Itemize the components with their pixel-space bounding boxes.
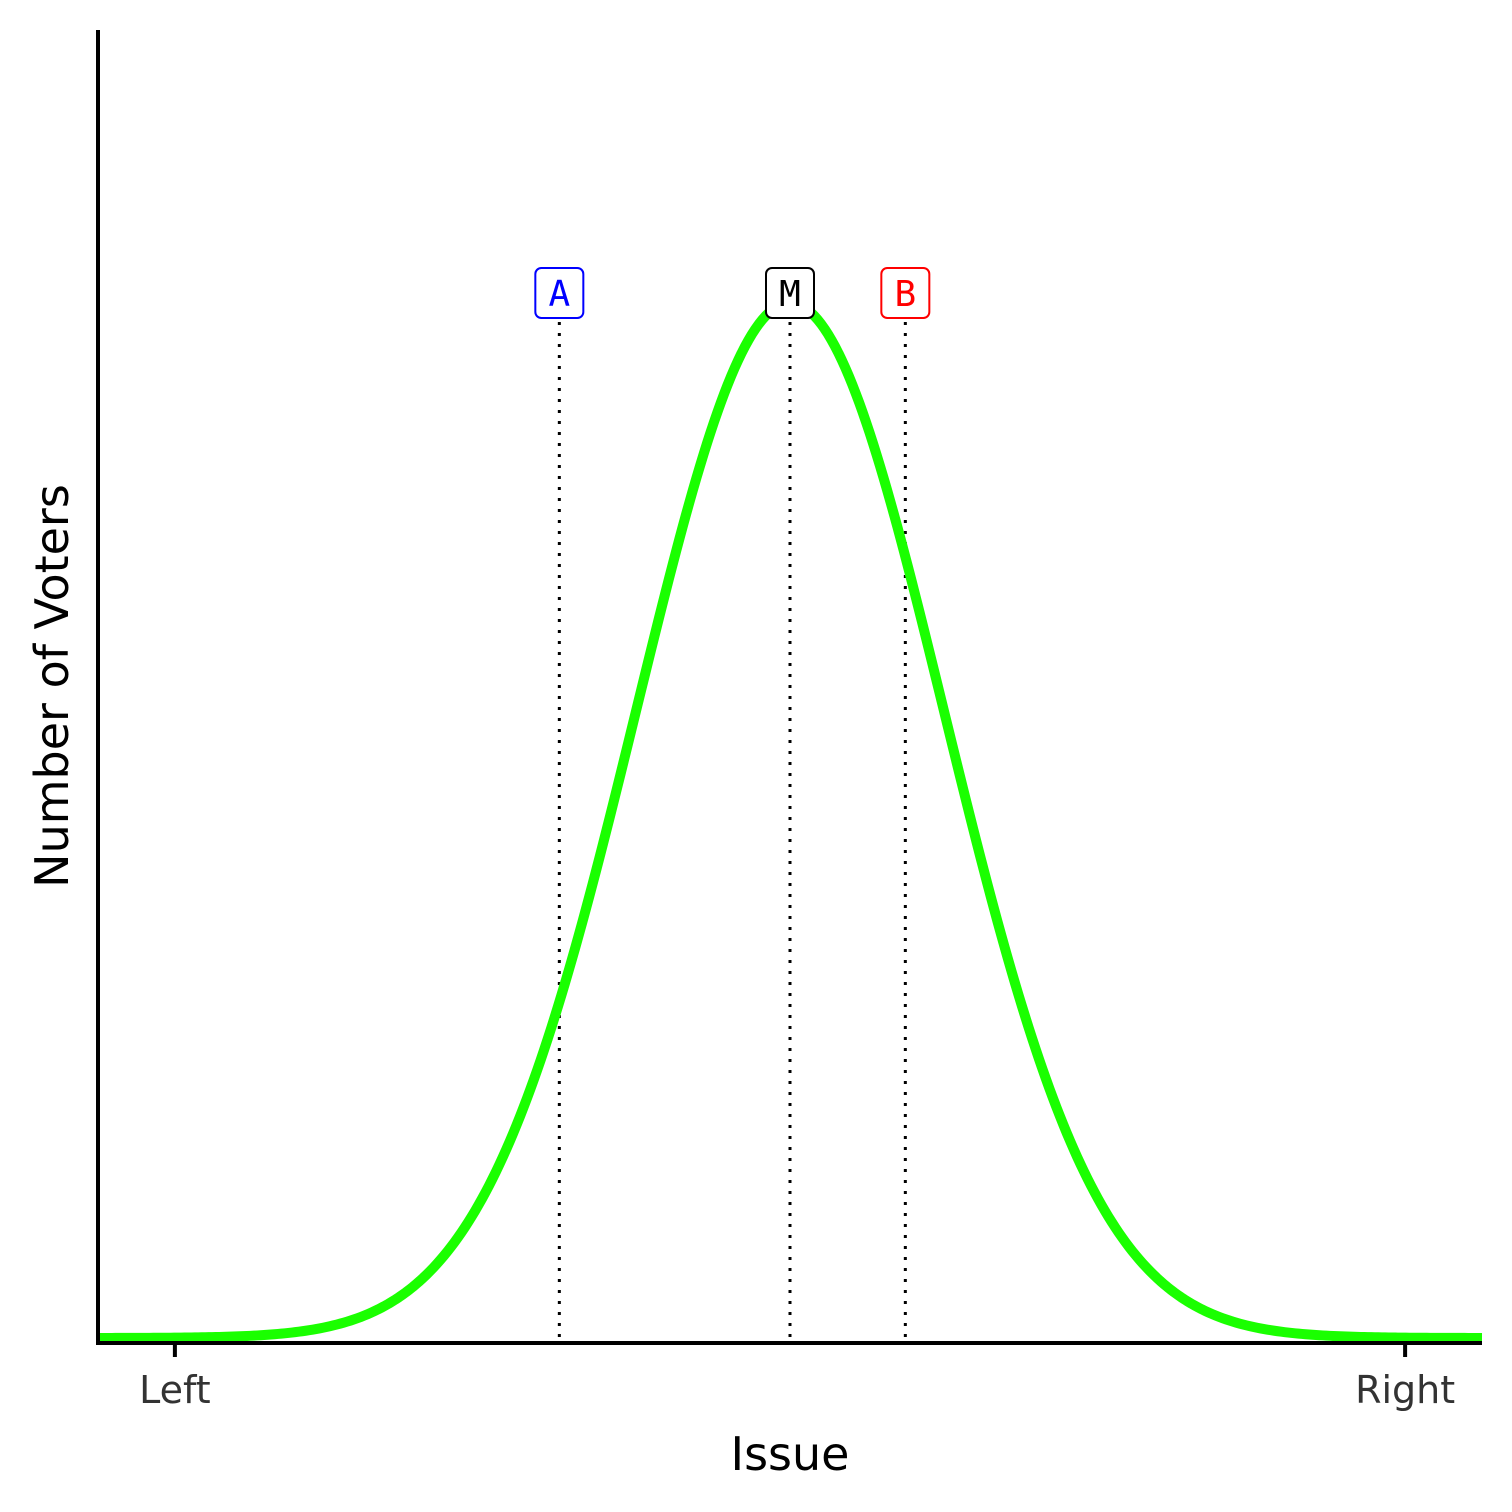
marker-lines xyxy=(557,322,907,1338)
y-axis-title: Number of Voters xyxy=(25,484,79,888)
marker-label-box xyxy=(534,267,585,319)
marker-label-text: A xyxy=(548,274,570,315)
marker-label-text: M xyxy=(779,274,801,315)
marker-label-b: B xyxy=(880,267,931,319)
x-tick-label: Right xyxy=(1355,1368,1455,1412)
marker-label-text: B xyxy=(894,274,916,315)
marker-label-box xyxy=(880,267,931,319)
x-axis-title: Issue xyxy=(731,1427,850,1481)
marker-label-m: M xyxy=(765,267,815,319)
x-tick-label: Left xyxy=(139,1368,211,1412)
marker-label-a: A xyxy=(534,267,585,319)
x-ticks: Left Right xyxy=(139,1343,1455,1412)
marker-label-box xyxy=(765,267,815,319)
